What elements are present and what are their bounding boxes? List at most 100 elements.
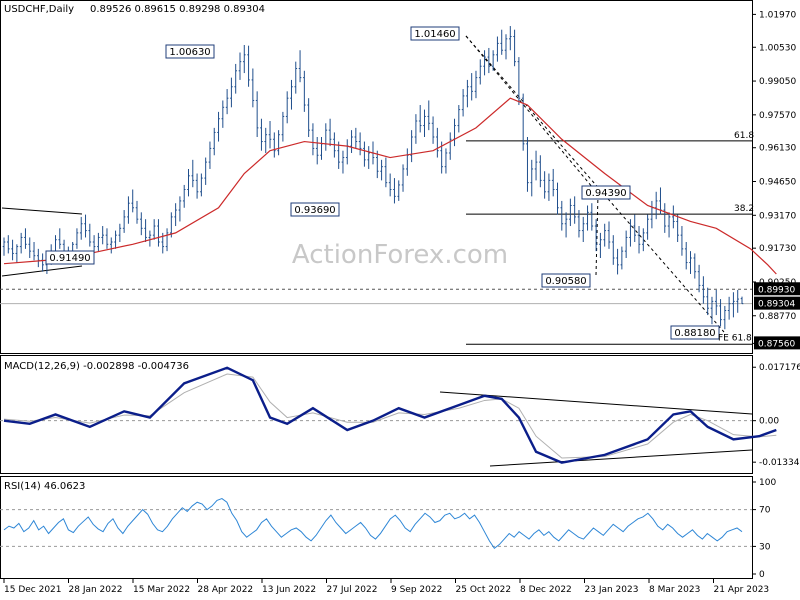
price-bar <box>714 289 718 316</box>
price-bar <box>646 214 649 240</box>
macd-y-tick-label: -0.01334 <box>759 458 800 468</box>
price-bar <box>551 168 555 197</box>
price-bar <box>560 200 564 231</box>
price-bar <box>148 230 152 247</box>
price-bar <box>2 237 6 256</box>
price-bar <box>127 196 130 224</box>
price-bar <box>466 79 469 108</box>
price-y-tick-label: 0.96130 <box>759 144 796 154</box>
price-bar <box>101 226 104 245</box>
price-bar <box>182 184 186 208</box>
price-bar <box>88 223 92 247</box>
price-bar <box>611 235 615 265</box>
price-bar <box>397 180 401 201</box>
price-bar <box>689 251 692 274</box>
macd-lower-trendline <box>489 449 753 467</box>
price-bar <box>444 148 448 174</box>
price-y-tick-label: 0.97570 <box>759 111 796 121</box>
price-bar <box>298 50 302 83</box>
price-y-tick-label: 0.93170 <box>759 211 796 221</box>
price-bar <box>642 228 645 252</box>
price-bar <box>221 100 225 128</box>
price-bar <box>401 164 405 192</box>
price-bar <box>526 136 529 192</box>
swing-label-value: 0.90580 <box>545 276 586 287</box>
price-bar <box>268 121 272 149</box>
rsi-line <box>3 497 743 549</box>
channel-top-line <box>1 207 83 215</box>
swing-label-box <box>541 273 591 288</box>
price-bar <box>230 77 233 108</box>
swing-label-value: 1.00630 <box>169 47 210 58</box>
price-bar <box>285 91 289 124</box>
price-bar <box>491 50 495 71</box>
x-tick-label: 8 Dec 2022 <box>520 585 572 595</box>
x-tick-label: 8 Mar 2023 <box>649 585 700 595</box>
fe-61-8-label: FE 61.8 <box>718 333 752 343</box>
price-bar <box>732 292 735 318</box>
price-bar <box>358 132 362 156</box>
price-bar <box>204 157 207 185</box>
fib-61-8-label: 61.8 <box>734 131 754 141</box>
x-tick-label: 13 Jun 2022 <box>262 585 316 595</box>
price-bar <box>577 210 581 238</box>
price-bar <box>431 116 435 144</box>
x-tick-label: 25 Oct 2022 <box>456 585 512 595</box>
price-y-tick-label: 0.94650 <box>759 178 796 188</box>
price-y-tick-label: 0.88770 <box>759 312 796 322</box>
price-bar <box>706 287 709 316</box>
price-bar <box>487 47 491 74</box>
price-bar <box>564 212 568 238</box>
price-bar <box>393 178 396 204</box>
price-bar <box>534 150 538 181</box>
price-bar <box>740 296 744 305</box>
price-bar <box>569 198 572 227</box>
rsi-pane-frame <box>0 476 753 579</box>
price-bar <box>75 228 79 249</box>
swing-label: 0.90580 <box>541 273 591 288</box>
price-bar <box>15 244 19 263</box>
price-bar <box>109 237 113 254</box>
price-bar <box>303 70 306 112</box>
price-bar <box>24 228 27 249</box>
swing-label-value: 0.91490 <box>49 253 90 264</box>
price-bar <box>500 29 504 55</box>
price-bar <box>436 127 439 158</box>
price-bar <box>697 264 701 293</box>
price-bar <box>539 155 542 188</box>
price-bar <box>736 289 740 313</box>
price-bar <box>543 171 546 199</box>
price-bar <box>294 61 298 94</box>
price-bar <box>152 219 156 240</box>
price-bar <box>693 253 697 279</box>
price-bar <box>375 150 379 179</box>
price-bar <box>684 242 688 270</box>
price-bar <box>556 182 559 215</box>
rsi-y-tick-label: 30 <box>759 542 771 552</box>
price-bar <box>594 219 598 252</box>
price-bar <box>680 226 684 256</box>
price-bar <box>277 130 280 156</box>
swing-label-box <box>410 26 460 41</box>
price-bar <box>234 63 237 94</box>
price-bar <box>354 127 358 149</box>
price-bar <box>28 237 32 258</box>
axes: 1.01970 1.00530 0.99050 0.97570 0.96130 0.946… <box>3 10 800 595</box>
price-bar <box>195 173 199 199</box>
price-bar <box>251 68 255 108</box>
price-bar <box>6 235 10 254</box>
projection-line-3 <box>595 193 599 276</box>
price-bar <box>247 45 250 87</box>
swing-label-box <box>581 185 631 200</box>
price-bar <box>672 205 675 229</box>
x-tick-label: 28 Apr 2022 <box>198 585 254 595</box>
price-bar <box>448 132 452 160</box>
watermark: ActionForex.com <box>292 240 508 270</box>
price-bar <box>629 219 632 247</box>
price-bar <box>440 141 443 174</box>
price-bar <box>603 223 606 247</box>
price-bar <box>260 118 263 151</box>
price-bar <box>723 305 727 330</box>
price-bar <box>573 196 576 224</box>
